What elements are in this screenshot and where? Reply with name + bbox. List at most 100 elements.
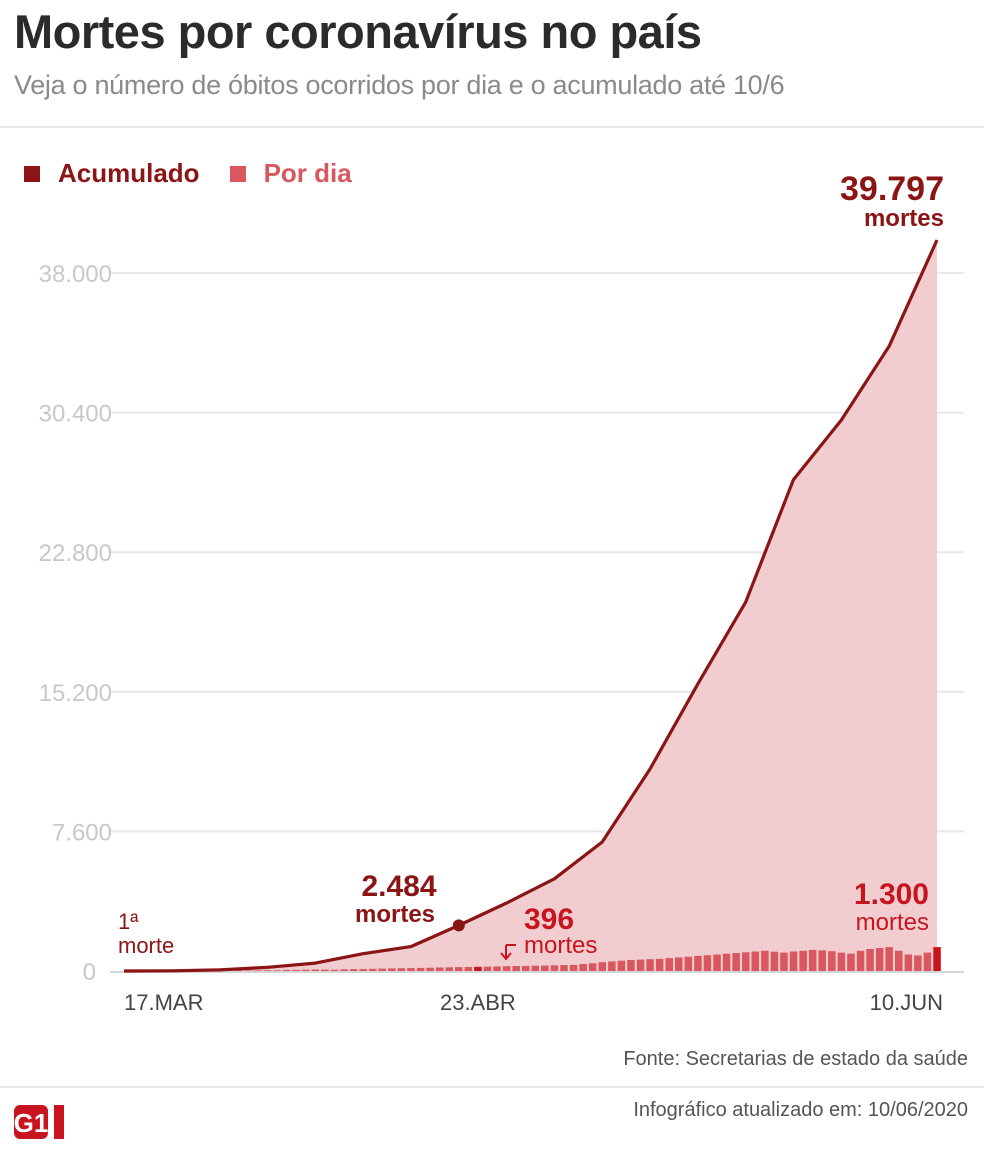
daily-bar: [914, 955, 922, 971]
daily-bar: [369, 968, 377, 971]
daily-bar: [407, 968, 415, 971]
annotation-396-sub: mortes: [524, 932, 597, 959]
daily-bar: [808, 949, 817, 971]
g1-logo: G1: [14, 1105, 64, 1139]
daily-bar: [751, 951, 759, 971]
daily-bar: [761, 950, 769, 971]
page-title: Mortes por coronavírus no país: [14, 5, 702, 58]
legend-item-acumulado: Acumulado: [24, 158, 200, 189]
daily-bar: [608, 961, 616, 971]
annotation-1300-value: 1.300: [854, 878, 929, 911]
marker-2484: [452, 919, 465, 932]
y-tick-label: 15.200: [39, 680, 112, 707]
daily-bar: [493, 966, 501, 971]
daily-bar: [483, 966, 492, 971]
daily-bar: [435, 967, 444, 971]
daily-bar: [244, 970, 253, 971]
footer-divider: [0, 1086, 984, 1088]
daily-bar: [732, 953, 740, 971]
y-tick-label: 38.000: [39, 261, 112, 288]
daily-bar: [550, 965, 559, 971]
daily-bar: [703, 955, 712, 971]
daily-bar: [522, 965, 530, 971]
annotation-first-death-sub: morte: [118, 933, 174, 958]
annotation-total-sub: mortes: [864, 205, 944, 232]
daily-bar: [531, 965, 540, 971]
daily-bar: [254, 970, 262, 971]
daily-bar: [302, 969, 310, 971]
annotation-first-death: 1ª: [118, 909, 139, 934]
updated-note: Infográfico atualizado em: 10/06/2020: [633, 1099, 968, 1121]
annotation-396-arrow-icon: [500, 944, 516, 961]
daily-bar: [923, 952, 932, 971]
daily-bar: [388, 968, 396, 971]
daily-bar: [340, 969, 348, 971]
daily-bar: [588, 963, 597, 971]
x-tick-label: 10.JUN: [870, 990, 943, 1015]
chart-legend: Acumulado Por dia: [24, 158, 382, 189]
daily-bar: [560, 965, 568, 971]
daily-bar: [455, 967, 463, 971]
daily-bar: [885, 947, 893, 971]
annotation-396-value: 396: [524, 903, 574, 936]
legend-label-acumulado: Acumulado: [58, 158, 200, 188]
daily-bar: [780, 952, 788, 971]
daily-bar: [445, 967, 453, 971]
daily-bar: [933, 947, 941, 971]
daily-bar: [684, 956, 693, 971]
daily-bar: [655, 958, 664, 971]
g1-logo-text: G1: [14, 1108, 48, 1138]
daily-bar: [722, 953, 731, 971]
cumulative-area: [124, 240, 937, 971]
daily-bar: [856, 950, 865, 971]
daily-bar: [235, 970, 243, 971]
daily-bar: [675, 957, 683, 971]
y-tick-label: 0: [83, 959, 96, 986]
legend-item-por-dia: Por dia: [229, 158, 352, 189]
legend-swatch-acumulado: [24, 165, 40, 182]
daily-bar: [713, 954, 721, 971]
daily-bar: [742, 952, 750, 971]
source-note: Fonte: Secretarias de estado da saúde: [623, 1048, 968, 1070]
daily-bar: [397, 968, 406, 971]
daily-bar: [770, 951, 779, 971]
daily-bar: [330, 969, 339, 971]
daily-bar: [789, 951, 798, 971]
daily-bar: [359, 969, 367, 971]
daily-bar: [895, 950, 903, 971]
daily-bar: [799, 950, 807, 971]
daily-bar: [426, 967, 434, 971]
chart: 0 7.600 15.200 22.800 30.400 38.000 17.MAR 23.…: [39, 170, 964, 1015]
daily-bar: [321, 969, 329, 971]
daily-bar: [875, 948, 884, 971]
daily-bar: [502, 966, 511, 971]
daily-bar: [311, 969, 320, 971]
g1-logo-badge: [14, 1105, 48, 1139]
daily-bar: [464, 967, 473, 971]
daily-bar: [474, 966, 482, 971]
daily-bar: [904, 954, 913, 971]
annotation-total-value: 39.797: [840, 170, 944, 208]
annotation-1300-sub: mortes: [856, 909, 929, 936]
daily-bar: [665, 958, 673, 971]
daily-bar: [627, 960, 635, 971]
daily-bar: [598, 962, 606, 971]
top-divider: [0, 126, 984, 128]
daily-bar: [646, 959, 654, 971]
daily-bar: [273, 970, 281, 971]
y-tick-label: 30.400: [39, 401, 112, 428]
y-tick-label: 7.600: [52, 819, 112, 846]
legend-swatch-por-dia: [229, 165, 246, 182]
daily-bar: [636, 959, 645, 971]
annotation-2484-sub: mortes: [355, 901, 435, 928]
daily-bar: [837, 952, 846, 971]
daily-bar: [828, 951, 836, 971]
daily-bar: [292, 969, 300, 971]
daily-bar: [378, 968, 386, 971]
daily-bar: [617, 960, 626, 971]
daily-bar: [541, 965, 549, 971]
x-tick-label: 23.ABR: [440, 990, 516, 1015]
y-tick-label: 22.800: [39, 540, 112, 567]
daily-bar: [818, 950, 826, 971]
page-subtitle: Veja o número de óbitos ocorridos por di…: [14, 70, 785, 100]
